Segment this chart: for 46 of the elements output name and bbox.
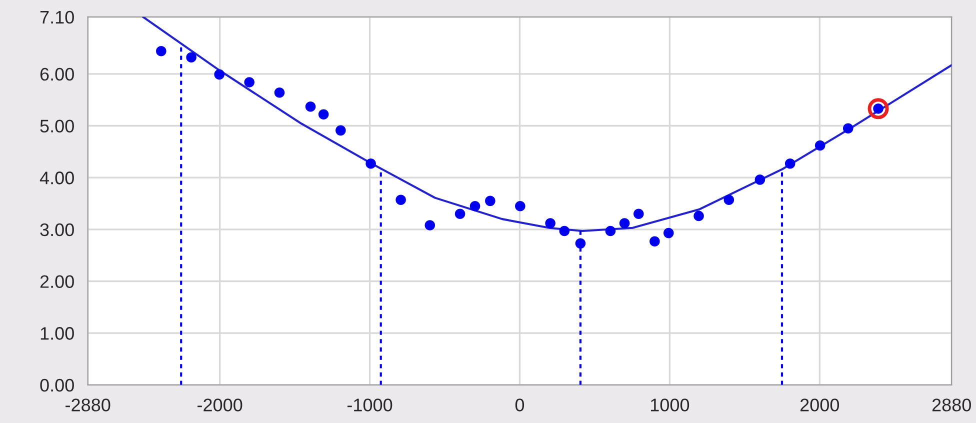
point xyxy=(470,200,480,212)
point xyxy=(784,158,796,169)
y-tick-label: 6.00 xyxy=(40,68,74,81)
x-tick-label: -1000 xyxy=(347,398,392,412)
point xyxy=(754,174,766,185)
point xyxy=(244,77,254,88)
point xyxy=(366,158,376,169)
point xyxy=(396,194,406,206)
y-tick-label: 7.10 xyxy=(40,10,74,24)
point xyxy=(842,123,854,134)
y-tick-label: 5.00 xyxy=(40,120,74,132)
y-tick-label: 2.00 xyxy=(40,275,74,288)
point xyxy=(575,238,586,249)
point xyxy=(156,46,166,56)
point xyxy=(694,210,704,222)
y-tick-label: 0.00 xyxy=(40,378,74,392)
point xyxy=(336,125,346,136)
point xyxy=(318,109,329,120)
y-tick-label: 3.00 xyxy=(40,223,74,236)
point xyxy=(214,69,225,80)
point xyxy=(814,140,826,151)
y-tick-label: 1.00 xyxy=(40,327,74,340)
point xyxy=(485,196,496,206)
point xyxy=(454,208,466,220)
line-series xyxy=(142,16,952,232)
point xyxy=(186,52,196,62)
x-tick-label: 2880 xyxy=(932,398,971,412)
point xyxy=(619,218,630,228)
point xyxy=(305,101,316,112)
point xyxy=(724,194,734,206)
y-tick-label: 4.00 xyxy=(40,172,74,184)
x-tick-label: 0 xyxy=(515,398,524,412)
point xyxy=(605,226,616,236)
x-tick-label: -2000 xyxy=(198,398,242,412)
point xyxy=(650,236,660,247)
point xyxy=(633,208,644,220)
point xyxy=(663,228,674,238)
x-tick-label: 1000 xyxy=(650,398,690,412)
point xyxy=(545,218,556,228)
point xyxy=(559,226,570,236)
x-tick-label: -2880 xyxy=(66,398,110,412)
point xyxy=(274,87,285,98)
point xyxy=(424,220,436,230)
point xyxy=(515,200,526,212)
point xyxy=(868,98,889,120)
x-tick-label: 2000 xyxy=(800,398,840,412)
